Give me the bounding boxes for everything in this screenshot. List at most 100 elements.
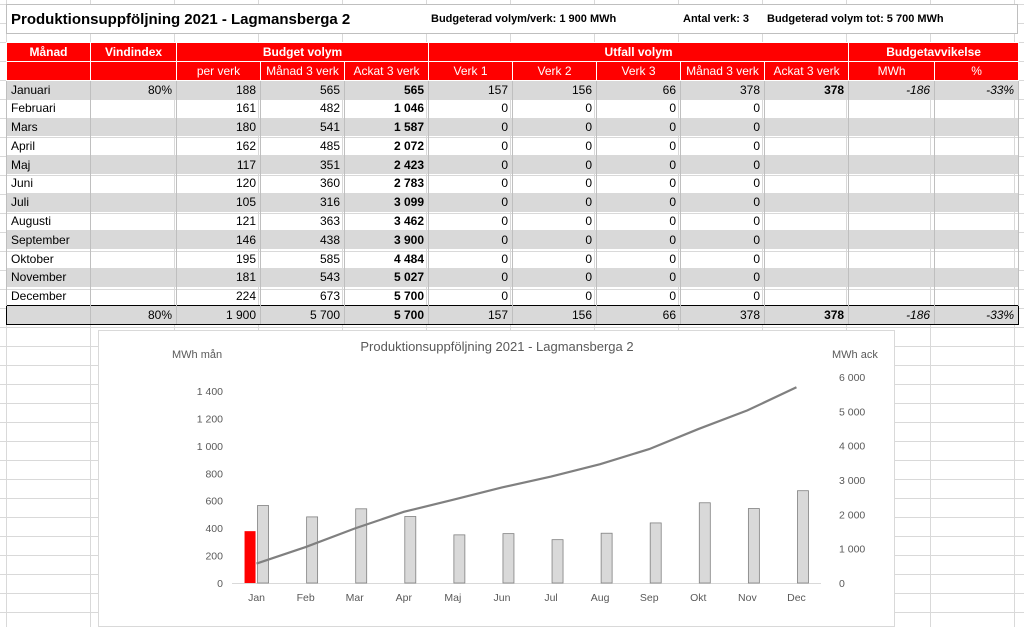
cell-verk2[interactable]: 0	[512, 192, 598, 212]
cell-outcome-acc[interactable]: 378	[764, 80, 850, 99]
cell-deviation-mwh[interactable]	[848, 117, 936, 137]
cell-month[interactable]: Juli	[6, 192, 91, 212]
cell-budget-per-verk[interactable]: 120	[176, 174, 261, 193]
cell-budget-per-verk[interactable]: 195	[176, 249, 261, 269]
cell-budget-per-verk[interactable]: 161	[176, 98, 261, 118]
cell-outcome-acc[interactable]	[764, 174, 850, 193]
cell-verk2[interactable]: 156	[512, 80, 598, 99]
cell-budget-month[interactable]: 5 700	[260, 305, 345, 325]
cell-budget-acc[interactable]: 2 072	[343, 136, 430, 156]
cell-verk2[interactable]: 0	[512, 268, 598, 287]
cell-month[interactable]: Januari	[6, 80, 91, 99]
cell-verk3[interactable]: 0	[596, 98, 682, 118]
cell-month[interactable]: December	[6, 286, 91, 306]
cell-budget-month[interactable]: 485	[260, 136, 345, 156]
cell-outcome-acc[interactable]	[764, 268, 850, 287]
cell-outcome-acc[interactable]: 378	[764, 305, 850, 325]
cell-verk1[interactable]: 0	[428, 174, 514, 193]
cell-verk3[interactable]: 0	[596, 155, 682, 175]
cell-verk1[interactable]: 0	[428, 268, 514, 287]
cell-deviation-mwh[interactable]	[848, 268, 936, 287]
cell-budget-acc[interactable]: 1 587	[343, 117, 430, 137]
cell-budget-month[interactable]: 316	[260, 192, 345, 212]
cell-budget-acc[interactable]: 565	[343, 80, 430, 99]
cell-month[interactable]: Augusti	[6, 211, 91, 231]
cell-outcome-acc[interactable]	[764, 286, 850, 306]
cell-budget-per-verk[interactable]: 121	[176, 211, 261, 231]
cell-verk2[interactable]: 0	[512, 155, 598, 175]
cell-deviation-mwh[interactable]: -186	[848, 305, 936, 325]
cell-budget-month[interactable]: 438	[260, 230, 345, 250]
cell-deviation-pct[interactable]	[934, 117, 1020, 137]
cell-verk2[interactable]: 0	[512, 230, 598, 250]
sub-header-verk2[interactable]: Verk 2	[512, 60, 598, 81]
cell-verk2[interactable]: 156	[512, 305, 598, 325]
cell-outcome-acc[interactable]	[764, 192, 850, 212]
cell-outcome-month[interactable]: 0	[680, 174, 766, 193]
cell-outcome-acc[interactable]	[764, 249, 850, 269]
cell-vindindex[interactable]	[90, 286, 177, 306]
cell-vindindex[interactable]	[90, 268, 177, 287]
cell-outcome-acc[interactable]	[764, 155, 850, 175]
sub-header-verk1[interactable]: Verk 1	[428, 60, 514, 81]
cell-verk2[interactable]: 0	[512, 286, 598, 306]
cell-budget-month[interactable]: 565	[260, 80, 345, 99]
cell-verk3[interactable]: 66	[596, 305, 682, 325]
cell-vindindex[interactable]	[90, 98, 177, 118]
cell-budget-per-verk[interactable]: 180	[176, 117, 261, 137]
cell-vindindex[interactable]	[90, 174, 177, 193]
cell-budget-acc[interactable]: 3 462	[343, 211, 430, 231]
cell-verk2[interactable]: 0	[512, 249, 598, 269]
cell-budget-per-verk[interactable]: 162	[176, 136, 261, 156]
cell-outcome-month[interactable]: 0	[680, 211, 766, 231]
cell-verk3[interactable]: 66	[596, 80, 682, 99]
sub-header-per-verk[interactable]: per verk	[176, 60, 261, 81]
cell-verk3[interactable]: 0	[596, 230, 682, 250]
production-chart[interactable]: Produktionsuppföljning 2021 - Lagmansber…	[98, 330, 895, 627]
sub-header-budget-month[interactable]: Månad 3 verk	[260, 60, 345, 81]
cell-deviation-pct[interactable]	[934, 249, 1020, 269]
cell-budget-month[interactable]: 360	[260, 174, 345, 193]
cell-deviation-mwh[interactable]	[848, 211, 936, 231]
cell-verk3[interactable]: 0	[596, 117, 682, 137]
cell-budget-month[interactable]: 482	[260, 98, 345, 118]
cell-vindindex[interactable]	[90, 192, 177, 212]
cell-outcome-acc[interactable]	[764, 136, 850, 156]
cell-month[interactable]: November	[6, 268, 91, 287]
cell-verk3[interactable]: 0	[596, 268, 682, 287]
sub-header-outcome-month[interactable]: Månad 3 verk	[680, 60, 766, 81]
sub-header-deviation-mwh[interactable]: MWh	[848, 60, 936, 81]
cell-outcome-month[interactable]: 378	[680, 305, 766, 325]
cell-budget-acc[interactable]: 5 700	[343, 305, 430, 325]
cell-budget-month[interactable]: 363	[260, 211, 345, 231]
cell-outcome-month[interactable]: 0	[680, 117, 766, 137]
cell-budget-acc[interactable]: 5 700	[343, 286, 430, 306]
cell-deviation-pct[interactable]	[934, 174, 1020, 193]
cell-outcome-acc[interactable]	[764, 98, 850, 118]
cell-budget-acc[interactable]: 3 900	[343, 230, 430, 250]
cell-deviation-mwh[interactable]: -186	[848, 80, 936, 99]
header-budget[interactable]: Budget volym	[175, 42, 430, 62]
cell-deviation-mwh[interactable]	[848, 192, 936, 212]
cell-deviation-mwh[interactable]	[848, 230, 936, 250]
cell-verk1[interactable]: 0	[428, 192, 514, 212]
cell-budget-acc[interactable]: 2 423	[343, 155, 430, 175]
cell-verk3[interactable]: 0	[596, 211, 682, 231]
cell-outcome-month[interactable]: 0	[680, 286, 766, 306]
cell-budget-per-verk[interactable]: 188	[176, 80, 261, 99]
cell-outcome-month[interactable]: 0	[680, 136, 766, 156]
cell-month[interactable]: Oktober	[6, 249, 91, 269]
cell-deviation-mwh[interactable]	[848, 155, 936, 175]
cell-budget-month[interactable]: 673	[260, 286, 345, 306]
cell-deviation-pct[interactable]	[934, 192, 1020, 212]
cell-verk1[interactable]: 0	[428, 286, 514, 306]
cell-deviation-pct[interactable]	[934, 211, 1020, 231]
cell-verk2[interactable]: 0	[512, 211, 598, 231]
cell-budget-acc[interactable]: 5 027	[343, 268, 430, 287]
cell-verk1[interactable]: 0	[428, 155, 514, 175]
cell-verk1[interactable]: 0	[428, 98, 514, 118]
cell-deviation-pct[interactable]: -33%	[934, 80, 1020, 99]
cell-vindindex[interactable]: 80%	[90, 305, 177, 325]
cell-verk3[interactable]: 0	[596, 174, 682, 193]
cell-month[interactable]	[6, 305, 91, 325]
